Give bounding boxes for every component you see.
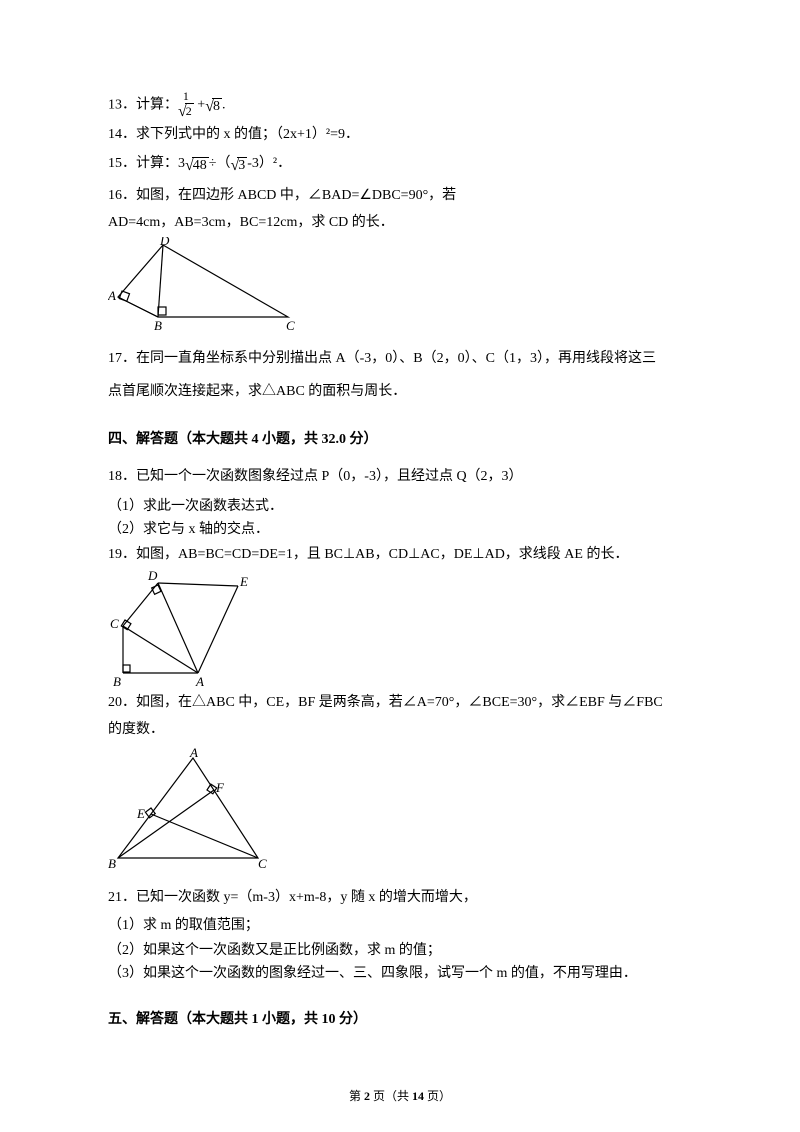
q19-figure: A B C D E: [108, 568, 268, 688]
question-16: 16．如图，在四边形 ABCD 中，∠BAD=∠DBC=90°，若 AD=4cm…: [108, 183, 700, 331]
sqrt8: √8: [205, 97, 222, 116]
page-footer: 第 2 页（共 14 页）: [0, 1087, 800, 1104]
q18-sub1: （1）求此一次函数表达式．: [108, 494, 700, 521]
q13-label: 13．计算：: [108, 97, 178, 112]
q13-fraction: 1√2: [178, 90, 194, 120]
q15-minus3: -3: [247, 156, 259, 171]
q13-plus: +: [194, 97, 205, 112]
q16-label-B: B: [154, 318, 162, 332]
q13-frac-num: 1: [178, 90, 194, 103]
q20-line2: 的度数．: [108, 717, 700, 744]
q16-label-A: A: [108, 288, 116, 303]
q19-line1: 19．如图，AB=BC=CD=DE=1，且 BC⊥AB，CD⊥AC，DE⊥AD，…: [108, 542, 700, 569]
q18-sub2: （2）求它与 x 轴的交点．: [108, 520, 700, 540]
footer-total: 14: [412, 1089, 424, 1103]
q21-line1: 21．已知一次函数 y=（m-3）x+m-8，y 随 x 的增大而增大，: [108, 883, 700, 914]
q18-line1: 18．已知一个一次函数图象经过点 P（0，-3），且经过点 Q（2，3）: [108, 461, 700, 493]
q16-line2: AD=4cm，AB=3cm，BC=12cm，求 CD 的长．: [108, 210, 700, 237]
q21-sub2: （2）如果这个一次函数又是正比例函数，求 m 的值；: [108, 940, 700, 961]
q19-label-B: B: [113, 674, 121, 688]
question-21: 21．已知一次函数 y=（m-3）x+m-8，y 随 x 的增大而增大， （1）…: [108, 883, 700, 988]
q21-sub1: （1）求 m 的取值范围；: [108, 913, 700, 940]
q16-label-D: D: [159, 237, 170, 248]
q13-end: .: [222, 97, 226, 112]
question-15: 15．计算：3√48÷（√3-3）²．: [108, 151, 700, 181]
q20-label-B: B: [108, 856, 116, 871]
question-17: 17．在同一直角坐标系中分别描出点 A（-3，0）、B（2，0）、C（1，3），…: [108, 342, 700, 409]
q20-figure: A B C E F: [108, 748, 278, 873]
question-14: 14．求下列式中的 x 的值；（2x+1）²=9．: [108, 122, 700, 149]
q19-label-D: D: [147, 568, 158, 583]
section-4-title: 四、解答题（本大题共 4 小题，共 32.0 分）: [108, 427, 700, 454]
footer-mid: 页（共: [370, 1089, 412, 1103]
q15-div: ÷（: [209, 156, 231, 171]
q13-frac-den: √2: [178, 103, 194, 121]
q17-line2: 点首尾顺次连接起来，求△ABC 的面积与周长．: [108, 375, 700, 409]
q14-text: 14．求下列式中的 x 的值；（2x+1）²=9．: [108, 127, 359, 142]
question-19: 19．如图，AB=BC=CD=DE=1，且 BC⊥AB，CD⊥AC，DE⊥AD，…: [108, 542, 700, 689]
question-20: 20．如图，在△ABC 中，CE，BF 是两条高，若∠A=70°，∠BCE=30…: [108, 690, 700, 872]
page-content: 13．计算：1√2 +√8. 14．求下列式中的 x 的值；（2x+1）²=9．…: [0, 0, 800, 1034]
q16-label-C: C: [286, 318, 295, 332]
q19-label-E: E: [239, 574, 248, 589]
q16-line1: 16．如图，在四边形 ABCD 中，∠BAD=∠DBC=90°，若: [108, 183, 700, 210]
q20-label-F: F: [215, 780, 225, 795]
footer-pre: 第: [349, 1089, 364, 1103]
footer-post: 页）: [424, 1089, 451, 1103]
sqrt3: √3: [230, 151, 247, 181]
q19-label-C: C: [110, 616, 119, 631]
q20-label-E: E: [136, 806, 145, 821]
q20-label-C: C: [258, 856, 267, 871]
q19-label-A: A: [195, 674, 204, 688]
q20-label-A: A: [189, 748, 198, 760]
q15-label: 15．计算：3: [108, 156, 185, 171]
q17-line1: 17．在同一直角坐标系中分别描出点 A（-3，0）、B（2，0）、C（1，3），…: [108, 342, 700, 376]
q20-line1: 20．如图，在△ABC 中，CE，BF 是两条高，若∠A=70°，∠BCE=30…: [108, 690, 700, 717]
sqrt48: √48: [185, 151, 209, 181]
q15-paren-sq: ）²．: [259, 156, 291, 171]
question-18: 18．已知一个一次函数图象经过点 P（0，-3），且经过点 Q（2，3） （1）…: [108, 461, 700, 539]
question-13: 13．计算：1√2 +√8.: [108, 90, 700, 120]
q16-figure: A B C D: [108, 237, 313, 332]
section-5-title: 五、解答题（本大题共 1 小题，共 10 分）: [108, 1007, 700, 1034]
q21-sub3: （3）如果这个一次函数的图象经过一、三、四象限，试写一个 m 的值，不用写理由．: [108, 961, 700, 988]
